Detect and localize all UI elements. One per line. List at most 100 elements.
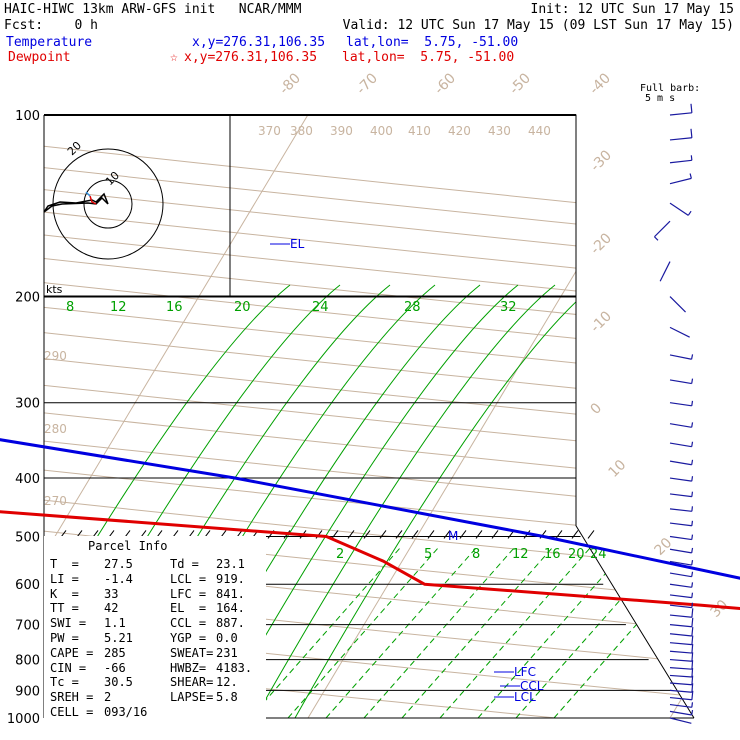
- moist-adiabat-dashed: [553, 547, 694, 718]
- dry-adiabat-line: [44, 115, 694, 718]
- mixing-ratio-label: 8: [66, 300, 74, 315]
- parcel-info-cell: 231: [216, 645, 238, 660]
- hodograph-sfc-trace: [85, 191, 91, 197]
- level-hatch: [395, 530, 403, 539]
- valid-time: Valid: 12 UTC Sun 17 May 15 (09 LST Sun …: [342, 18, 734, 33]
- level-label-m: M: [448, 529, 458, 543]
- level-hatch: [427, 530, 435, 539]
- mixing-ratio-label-low: 2: [336, 547, 344, 562]
- parcel-info-cell: YGP =: [170, 631, 207, 645]
- mixing-ratio-label: 12: [110, 300, 127, 315]
- level-label-lfc: LFC: [514, 665, 536, 679]
- isotherm-label: 20: [652, 535, 676, 559]
- wind-barb: [669, 717, 692, 724]
- parcel-info-cell: K =: [50, 586, 79, 601]
- isotherm-label: -80: [277, 70, 304, 97]
- parcel-info-cell: 093/16: [104, 705, 148, 719]
- moist-adiabat-dashed: [249, 547, 401, 718]
- dewpoint-latlon: lat,lon= 5.75, -51.00: [342, 50, 515, 65]
- mixing-ratio-label-low: 5: [424, 547, 432, 562]
- hodograph-ring-label-10: 10: [103, 169, 122, 188]
- wind-barb: [669, 520, 694, 527]
- chart-frame: [0, 114, 695, 726]
- forecast-hour: Fcst: 0 h: [4, 18, 98, 33]
- wind-barbs: [654, 103, 694, 724]
- parcel-info-cell: Td =: [170, 557, 199, 571]
- isotherm-label: -40: [587, 70, 614, 97]
- parcel-info-cell: 0.0: [216, 631, 238, 645]
- wind-barb: [669, 635, 694, 646]
- wind-barb: [669, 652, 694, 662]
- pressure-label-100: 100: [15, 109, 40, 124]
- pressure-label-700: 700: [15, 619, 40, 634]
- moist-adiabat-dashed: [325, 547, 477, 718]
- level-hatch: [443, 530, 451, 539]
- series-dewpoint: [0, 510, 740, 611]
- isotherm-line: [307, 115, 671, 718]
- wind-barb: [669, 690, 694, 701]
- parcel-info-cell: CCL =: [170, 616, 207, 631]
- dewpoint-star-icon: ☆: [170, 50, 178, 65]
- parcel-info-cell: LCL =: [170, 571, 207, 586]
- parcel-info-cell: LI =: [50, 571, 79, 586]
- parcel-info-cell: Tc =: [50, 675, 79, 690]
- wind-barb: [669, 422, 694, 428]
- parcel-info-cell: 5.8: [216, 690, 238, 705]
- moist-adiabat-dashed: [477, 547, 629, 718]
- parcel-info-cell: SWI =: [50, 616, 87, 631]
- pressure-label-600: 600: [15, 578, 40, 593]
- mixing-ratio-label: 24: [312, 300, 329, 315]
- pressure-label-300: 300: [15, 397, 40, 412]
- parcel-info-cell: LAPSE=: [170, 690, 214, 705]
- parcel-info-cell: 33: [104, 586, 119, 601]
- isotherm-label: -60: [432, 70, 459, 97]
- level-label-lcl: LCL: [514, 690, 536, 704]
- parcel-info-cell: -1.4: [104, 571, 133, 586]
- parcel-info-cell: 164.: [216, 601, 245, 616]
- parcel-info-cell: CIN =: [50, 660, 87, 675]
- parcel-info-cell: -66: [104, 660, 126, 675]
- theta-label: 420: [448, 124, 471, 138]
- pressure-label-1000: 1000: [7, 712, 40, 727]
- level-hatch: [363, 530, 371, 539]
- theta-label: 370: [258, 124, 281, 138]
- wind-barb: [669, 400, 694, 407]
- wind-barb: [669, 702, 694, 708]
- level-label-el: EL: [290, 237, 305, 251]
- parcel-info-cell: SWEAT=: [170, 645, 214, 660]
- wind-barb: [669, 560, 694, 566]
- level-hatch: [347, 530, 355, 539]
- parcel-info-cell: PW =: [50, 631, 79, 645]
- wind-barb: [669, 103, 693, 116]
- wind-barb: [669, 660, 694, 670]
- theta-label: 400: [370, 124, 393, 138]
- wind-barb: [669, 491, 694, 498]
- parcel-info-cell: 27.5: [104, 557, 133, 571]
- wind-barb: [669, 534, 694, 541]
- parcel-info-cell: 919.: [216, 571, 245, 586]
- left-margin: [0, 116, 43, 726]
- level-hatch: [475, 530, 483, 539]
- wind-barb: [669, 378, 694, 385]
- init-time: Init: 12 UTC Sun 17 May 15: [530, 2, 735, 17]
- theta-label: 430: [488, 124, 511, 138]
- dry-adiabat-line: [44, 115, 694, 718]
- parcel-info-cell: 4183.: [216, 660, 253, 675]
- wind-barb: [669, 476, 694, 482]
- pressure-label-400: 400: [15, 472, 40, 487]
- moist-adiabat-dashed: [287, 547, 439, 718]
- parcel-info-cell: 30.5: [104, 675, 133, 690]
- parcel-info-cell: 23.1: [216, 557, 245, 571]
- model-title: HAIC-HIWC 13km ARW-GFS init NCAR/MMM: [4, 2, 302, 17]
- hodograph-ring-label-20: 20: [65, 139, 84, 158]
- wind-barb: [669, 592, 694, 599]
- pressure-label-200: 200: [15, 291, 40, 306]
- moist-adiabat-dashed: [363, 547, 515, 718]
- level-label-ccl: CCL: [520, 679, 544, 693]
- wind-barb: [669, 441, 694, 448]
- parcel-info-title: Parcel Info: [88, 539, 168, 553]
- parcel-info-cell: 285: [104, 645, 126, 660]
- mixing-ratio-line: [254, 284, 556, 718]
- wind-barb: [669, 296, 686, 313]
- parcel-info-cell: LFC =: [170, 586, 207, 601]
